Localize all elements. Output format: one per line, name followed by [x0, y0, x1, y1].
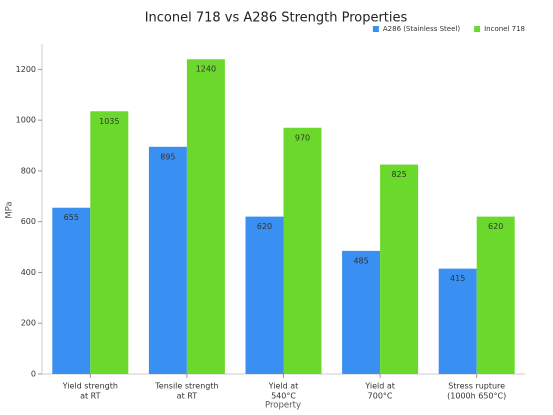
value-label: 620	[488, 222, 503, 231]
x-tick-label: 700°C	[368, 392, 393, 401]
value-label: 825	[391, 170, 406, 179]
y-tick-label: 400	[21, 268, 36, 277]
y-tick-label: 0	[31, 370, 36, 379]
bar	[186, 59, 225, 374]
y-tick-label: 1200	[16, 65, 36, 74]
x-tick-label: 540°C	[271, 392, 296, 401]
y-axis-label: MPa	[5, 201, 15, 218]
x-tick-label: Yield at	[364, 382, 395, 391]
value-label: 415	[450, 274, 465, 283]
x-tick-label: Yield strength	[62, 382, 118, 391]
chart-title: Inconel 718 vs A286 Strength Properties	[145, 11, 408, 26]
legend-label: Inconel 718	[484, 25, 525, 33]
bar	[283, 127, 322, 375]
value-label: 895	[160, 152, 175, 161]
y-tick-label: 600	[21, 217, 36, 226]
value-label: 1240	[196, 65, 216, 74]
bar	[380, 164, 419, 374]
legend-swatch	[474, 26, 481, 32]
bar	[52, 207, 91, 374]
bar	[476, 216, 515, 374]
value-label: 620	[257, 222, 272, 231]
legend-swatch	[372, 26, 379, 32]
value-label: 485	[353, 256, 368, 265]
bar	[342, 250, 381, 374]
x-tick-label: Stress rupture	[448, 382, 505, 391]
value-label: 655	[64, 213, 79, 222]
bar	[148, 146, 187, 374]
value-label: 970	[295, 133, 310, 142]
bar	[438, 268, 477, 374]
x-tick-label: (1000h 650°C)	[447, 392, 506, 401]
bar	[90, 111, 129, 375]
bar	[245, 216, 284, 374]
value-label: 1035	[99, 117, 119, 126]
x-axis-label: Property	[265, 401, 301, 411]
legend-label: A286 (Stainless Steel)	[383, 25, 460, 33]
x-tick-label: at RT	[177, 392, 198, 401]
x-tick-label: at RT	[80, 392, 101, 401]
y-tick-label: 200	[21, 319, 36, 328]
x-tick-label: Tensile strength	[154, 382, 218, 391]
y-tick-label: 1000	[16, 116, 36, 125]
x-tick-label: Yield at	[268, 382, 299, 391]
y-tick-label: 800	[21, 166, 36, 175]
